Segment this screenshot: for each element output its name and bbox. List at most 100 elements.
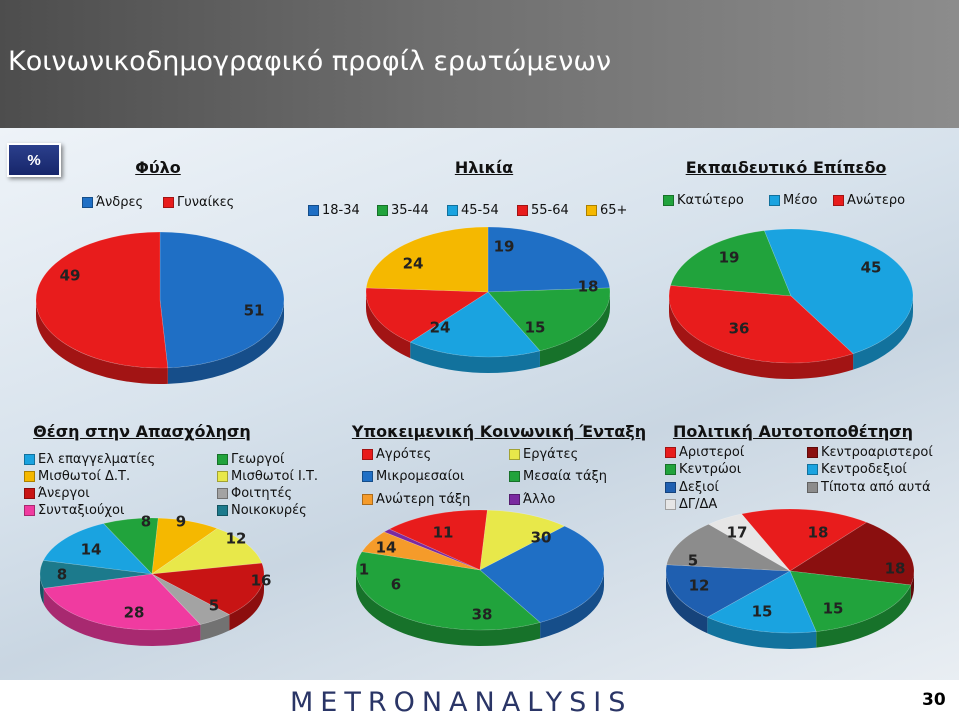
data-label-social-class-1: 11: [433, 524, 454, 542]
data-label-social-class-0: 14: [376, 539, 397, 557]
pie-slice-employment-συνταξιούχοι: [43, 573, 201, 631]
legend-label: Ανώτερη τάξη: [376, 492, 471, 507]
legend-label: Κεντροδεξιοί: [821, 462, 907, 477]
legend-swatch: [377, 205, 388, 216]
data-label-employment-2: 9: [176, 513, 186, 531]
data-label-employment-4: 16: [251, 572, 272, 590]
pie-side-political-2: [816, 584, 911, 648]
brand-logo-text: METRONANALYSIS: [290, 687, 633, 718]
legend-label: ΔΓ/ΔΑ: [679, 497, 718, 512]
legend-item-employment: Γεωργοί: [217, 452, 284, 467]
pie-slice-political-δεξιοί: [665, 564, 792, 618]
pie-side-political-3: [707, 617, 817, 649]
pie-slice-political-δγ-δα: [707, 513, 791, 572]
footer: [0, 680, 959, 725]
legend-item-social-class: Ανώτερη τάξη: [362, 492, 470, 507]
pie-slice-employment-μισθωτοί-ι-τ: [150, 528, 263, 575]
legend-swatch: [24, 471, 35, 482]
legend-label: 18-34: [322, 203, 360, 218]
data-label-social-class-3: 38: [472, 606, 493, 624]
chart-title-political: Πολιτική Αυτοτοποθέτηση: [672, 422, 914, 441]
legend-item-political: ΔΓ/ΔΑ: [665, 497, 717, 512]
legend-item-political: Τίποτα από αυτά: [807, 480, 931, 495]
data-label-age-4: 24: [430, 319, 451, 337]
legend-label: Τίποτα από αυτά: [821, 480, 931, 495]
legend-swatch: [665, 464, 676, 475]
legend-swatch: [24, 454, 35, 465]
legend-swatch: [217, 505, 228, 516]
legend-item-political: Κεντρώοι: [665, 462, 741, 477]
data-label-age-0: 24: [403, 255, 424, 273]
data-label-education-2: 36: [729, 320, 750, 338]
legend-label: Ελ επαγγελματίες: [38, 452, 156, 467]
pie-slice-political-κεντροδεξιοί: [706, 570, 817, 634]
data-label-political-6: 5: [688, 552, 698, 570]
pie-side-employment-4: [229, 574, 264, 631]
pie-side-education-1: [853, 296, 913, 370]
legend-item-employment: Άνεργοι: [24, 486, 90, 501]
pie-gender: 49 51: [35, 231, 285, 384]
data-label-education-0: 19: [719, 249, 740, 267]
legend-swatch: [665, 447, 676, 458]
legend-swatch: [833, 195, 844, 206]
data-label-employment-1: 8: [141, 513, 151, 531]
legend-item-social-class: Μεσαία τάξη: [509, 469, 607, 484]
legend-label: Μεσαία τάξη: [523, 469, 608, 484]
pie-employment: 14 8 9 12 16 5 28 8: [39, 513, 272, 647]
pie-slice-employment-ελ-επαγγελματίες: [42, 523, 153, 575]
legend-swatch: [217, 471, 228, 482]
data-label-political-2: 18: [885, 560, 906, 578]
legend-label: 55-64: [531, 203, 569, 218]
pie-slice-social-class-ανώτερη-τάξη: [361, 531, 481, 571]
pie-slice-employment-νοικοκυρές: [39, 560, 153, 589]
legend-item-social-class: Μικρομεσαίοι: [362, 469, 464, 484]
legend-item-age: 55-64: [517, 203, 569, 218]
data-label-employment-0: 14: [81, 541, 102, 559]
legend-item-social-class: Αγρότες: [362, 447, 431, 462]
data-label-political-5: 12: [689, 577, 710, 595]
legend-label: Κατώτερο: [677, 193, 744, 208]
data-label-education-1: 45: [861, 259, 882, 277]
legend-label: Φοιτητές: [231, 486, 293, 501]
pie-slice-age-35-44: [487, 287, 611, 352]
pie-slice-gender-γυναίκες: [35, 231, 169, 369]
pie-slice-education-κατώτερο: [670, 230, 792, 297]
legend-swatch: [447, 205, 458, 216]
legend-swatch: [509, 449, 520, 460]
legend-item-political: Αριστεροί: [665, 445, 744, 460]
legend-swatch: [807, 447, 818, 458]
legend-item-age: 45-54: [447, 203, 499, 218]
data-label-political-4: 15: [752, 603, 773, 621]
page-title: Κοινωνικοδημογραφικό προφίλ ερωτώμενων: [8, 46, 612, 77]
data-label-gender-0: 49: [60, 267, 81, 285]
pie-side-social-class-3: [356, 570, 541, 646]
pie-slice-social-class-μικρομεσαίοι: [479, 525, 605, 623]
legend-swatch: [586, 205, 597, 216]
legend-item-age: 65+: [586, 203, 627, 218]
pie-slice-gender-άνδρες: [159, 231, 285, 369]
legend-swatch: [217, 488, 228, 499]
legend-label: 35-44: [391, 203, 429, 218]
data-label-political-3: 15: [823, 600, 844, 618]
pie-side-employment-6: [43, 588, 201, 647]
legend-item-gender: Άνδρες: [82, 195, 143, 210]
pie-slice-employment-γεωργοί: [103, 517, 159, 575]
legend-label: Δεξιοί: [679, 480, 719, 495]
pie-side-age-2: [410, 342, 540, 373]
legend-item-employment: Φοιτητές: [217, 486, 292, 501]
pie-education: 19 45 36: [668, 228, 914, 379]
pie-slice-employment-φοιτητές: [151, 573, 230, 625]
legend-swatch: [807, 464, 818, 475]
legend-swatch: [163, 197, 174, 208]
legend-label: Αγρότες: [376, 447, 432, 462]
chart-title-gender: Φύλο: [135, 158, 181, 177]
legend-swatch: [665, 499, 676, 510]
legend-swatch: [362, 471, 373, 482]
legend-item-education: Μέσο: [769, 193, 817, 208]
legend-label: Μισθωτοί Δ.Τ.: [38, 469, 131, 484]
pie-side-social-class-2: [540, 570, 604, 639]
pie-slice-age-55-64: [365, 287, 489, 343]
pie-slice-social-class-εργάτες: [479, 509, 566, 571]
pie-slice-political-αριστεροί: [740, 508, 868, 572]
